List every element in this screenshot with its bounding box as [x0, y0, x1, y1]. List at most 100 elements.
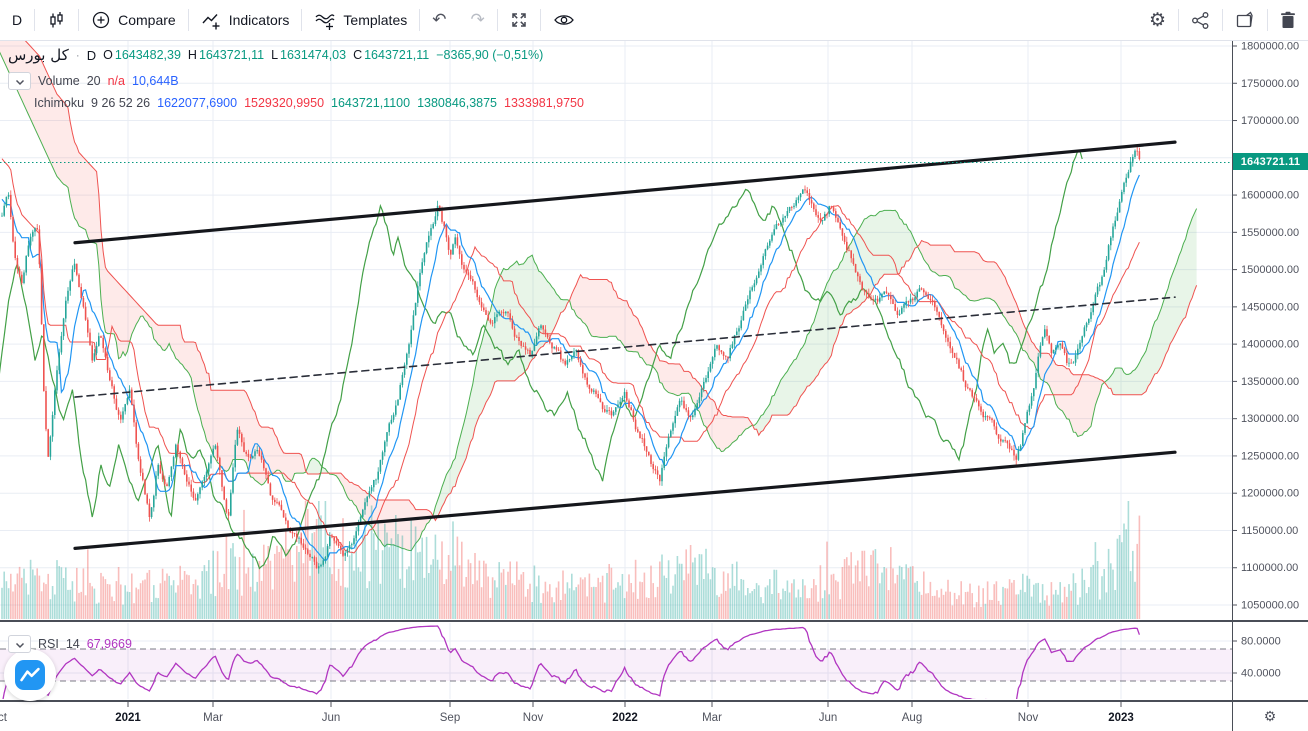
svg-text:Oct: Oct [0, 712, 8, 724]
redo-button[interactable]: ↷ [458, 0, 496, 40]
svg-text:2021: 2021 [115, 712, 141, 724]
interval-label: D [12, 12, 23, 28]
toolbar-separator [187, 9, 189, 31]
hide-drawings-button[interactable] [541, 0, 587, 40]
ichimoku-value: 1643721,1100 [331, 96, 411, 110]
volume-collapse-button[interactable] [8, 72, 31, 90]
toolbar-separator [496, 9, 498, 31]
share-button[interactable] [1179, 0, 1222, 40]
svg-text:1800000.00: 1800000.00 [1241, 41, 1299, 53]
gear-icon: ⚙ [1263, 708, 1277, 724]
rsi-pane [0, 625, 1232, 699]
svg-text:2023: 2023 [1108, 712, 1134, 724]
undo-icon: ↶ [432, 10, 447, 29]
svg-text:1500000.00: 1500000.00 [1241, 264, 1299, 276]
share-icon [1191, 11, 1210, 30]
volume-legend-row: Volume 20 n/a 10,644B [8, 72, 179, 90]
symbol-name[interactable]: كل بورس [8, 46, 69, 64]
redo-icon: ↷ [470, 10, 485, 29]
rsi-collapse-button[interactable] [8, 635, 31, 653]
toolbar-separator [78, 9, 80, 31]
svg-text:1700000.00: 1700000.00 [1241, 115, 1299, 127]
eye-icon [553, 12, 575, 28]
indicators-icon [201, 11, 222, 30]
toolbar-right-group: ⚙ [1137, 0, 1308, 40]
svg-text:Nov: Nov [523, 712, 544, 724]
fullscreen-icon [510, 11, 528, 29]
toolbar-left-group: D Compare [0, 0, 587, 40]
rsi-param: 14 [65, 637, 80, 651]
indicators-button[interactable]: Indicators [189, 0, 302, 40]
ichimoku-value: 1529320,9950 [244, 96, 325, 110]
undo-button[interactable]: ↶ [420, 0, 458, 40]
svg-text:Sep: Sep [440, 712, 460, 724]
price-axis: 1800000.001750000.001700000.001650000.00… [1232, 41, 1299, 680]
indicators-label: Indicators [228, 12, 290, 28]
volume-label: Volume [38, 74, 80, 88]
toolbar-separator [1222, 9, 1223, 31]
interval-button[interactable]: D [0, 0, 34, 40]
svg-text:1400000.00: 1400000.00 [1241, 339, 1299, 351]
fullscreen-button[interactable] [498, 0, 540, 40]
layout-button[interactable] [1223, 0, 1267, 40]
gear-icon: ⚙ [1148, 9, 1166, 31]
timezone-settings-button[interactable]: ⚙ [1232, 702, 1308, 731]
svg-text:1550000.00: 1550000.00 [1241, 227, 1299, 239]
last-price-label: 1643721.11 [1233, 153, 1308, 170]
candlestick-icon [47, 11, 66, 30]
toolbar-separator [419, 9, 421, 31]
gridlines [0, 40, 1232, 699]
ichimoku-cloud [0, 40, 1198, 552]
chart-style-button[interactable] [35, 0, 78, 40]
ichimoku-value: 1333981,9750 [504, 96, 584, 110]
ichimoku-value: 1380846,3875 [417, 96, 498, 110]
svg-text:Mar: Mar [702, 712, 722, 724]
ichimoku-lines [0, 150, 1140, 570]
legend-separator: · [75, 48, 80, 62]
trendlines [73, 140, 1177, 550]
svg-text:1200000.00: 1200000.00 [1241, 488, 1299, 500]
time-axis: Oct 2021 Mar Jun Sep Nov 2022 Mar Jun Aug Nov 2023 [0, 702, 1134, 724]
ohlc-open: O 1643482,39 [103, 48, 181, 62]
delete-button[interactable] [1268, 0, 1308, 40]
symbol-legend-row: كل بورس · D O 1643482,39 H 1643721,11 L 163… [8, 46, 543, 64]
volume-ma-value: n/a [107, 74, 125, 88]
svg-text:Mar: Mar [203, 712, 223, 724]
svg-text:Jun: Jun [819, 712, 838, 724]
axes [0, 40, 1308, 731]
svg-text:Nov: Nov [1018, 712, 1039, 724]
settings-button[interactable]: ⚙ [1137, 0, 1178, 40]
volume-bars [1, 501, 1141, 619]
svg-text:1100000.00: 1100000.00 [1241, 562, 1298, 574]
templates-button[interactable]: Templates [302, 0, 419, 40]
toolbar-separator [34, 9, 36, 31]
volume-value: 10,644B [132, 74, 179, 88]
broker-logo[interactable] [4, 649, 56, 701]
svg-text:Jun: Jun [322, 712, 341, 724]
svg-text:40.0000: 40.0000 [1241, 668, 1281, 680]
templates-icon [314, 11, 336, 30]
chevron-down-icon [15, 637, 25, 652]
ichimoku-legend-row: Ichimoku 9 26 52 26 1622077,6900 1529320… [34, 96, 584, 110]
rsi-label: RSI [38, 637, 59, 651]
candlesticks [1, 147, 1141, 574]
symbol-interval[interactable]: D [86, 47, 97, 63]
ichimoku-label: Ichimoku [34, 96, 85, 110]
toolbar-separator [1267, 9, 1268, 31]
ichimoku-value: 1622077,6900 [157, 96, 238, 110]
toolbar-separator [301, 9, 303, 31]
chevron-down-icon [15, 74, 25, 89]
change-value: −8365,90 (−0,51%) [436, 48, 544, 62]
svg-text:80.0000: 80.0000 [1241, 636, 1281, 648]
svg-text:1150000.00: 1150000.00 [1241, 525, 1298, 537]
chart-logo-icon [15, 660, 45, 690]
svg-text:1600000.00: 1600000.00 [1241, 190, 1299, 202]
svg-text:1250000.00: 1250000.00 [1241, 450, 1299, 462]
ohlc-close: C 1643721,11 [353, 48, 430, 62]
svg-text:1050000.00: 1050000.00 [1241, 600, 1299, 612]
compare-button[interactable]: Compare [79, 0, 188, 40]
ohlc-high: H 1643721,11 [187, 48, 265, 62]
svg-text:Aug: Aug [902, 712, 922, 724]
layout-icon [1235, 11, 1255, 30]
